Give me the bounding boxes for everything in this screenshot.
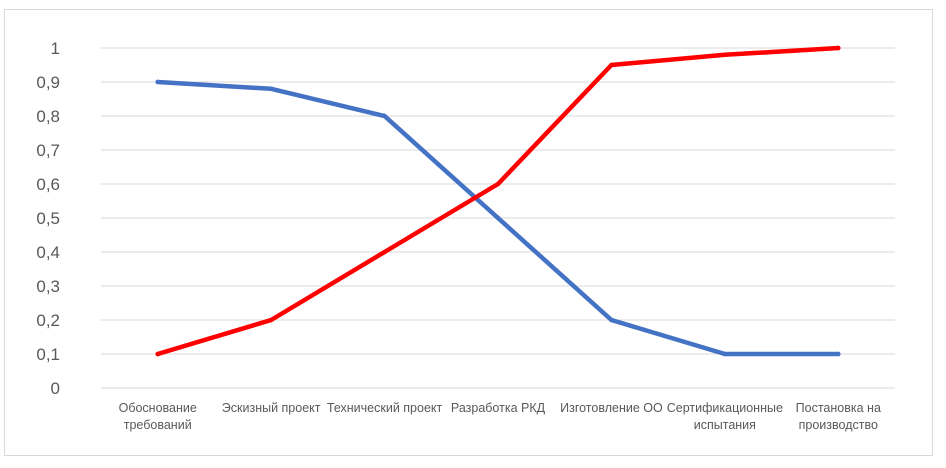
data-point	[836, 351, 841, 357]
y-tick-label: 0,9	[36, 73, 60, 92]
x-tick-label: Обоснование требований	[119, 401, 197, 432]
y-tick-label: 0,8	[36, 107, 60, 126]
y-tick-label: 0,2	[36, 311, 60, 330]
data-point	[722, 52, 728, 58]
data-point	[495, 181, 501, 187]
x-tick-label: Эскизный проект	[222, 401, 321, 415]
y-tick-label: 0,5	[36, 209, 60, 228]
y-tick-label: 0,7	[36, 141, 60, 160]
x-tick-label: Постановка на производство	[796, 401, 881, 432]
y-axis-labels: 0 0,1 0,2 0,3 0,4 0,5 0,6 0,7 0,8 0,9 1	[36, 39, 60, 398]
y-tick-label: 0	[51, 379, 60, 398]
y-tick-label: 0,4	[36, 243, 60, 262]
x-tick-label: Изготовление ОО	[560, 401, 663, 415]
data-point	[382, 113, 387, 119]
data-point	[495, 215, 501, 221]
gridlines	[101, 47, 895, 389]
x-tick-label: Разработка РКД	[451, 401, 546, 415]
x-tick-label: Технический проект	[327, 401, 443, 415]
x-tick-label: Сертификационные испытания	[667, 401, 783, 432]
data-point	[722, 351, 728, 357]
data-point	[268, 317, 274, 323]
x-axis-labels: Обоснование требований Эскизный проект Техн…	[119, 401, 881, 432]
y-tick-label: 0,1	[36, 345, 60, 364]
series-lines	[155, 45, 841, 357]
data-point	[268, 86, 274, 92]
data-point	[609, 62, 614, 68]
y-tick-label: 1	[51, 39, 60, 58]
series-line-2	[155, 45, 841, 357]
data-point	[155, 79, 160, 85]
data-point	[155, 351, 160, 357]
data-point	[382, 249, 387, 255]
y-tick-label: 0,3	[36, 277, 60, 296]
data-point	[836, 45, 841, 51]
data-point	[609, 317, 614, 323]
y-tick-label: 0,6	[36, 175, 60, 194]
